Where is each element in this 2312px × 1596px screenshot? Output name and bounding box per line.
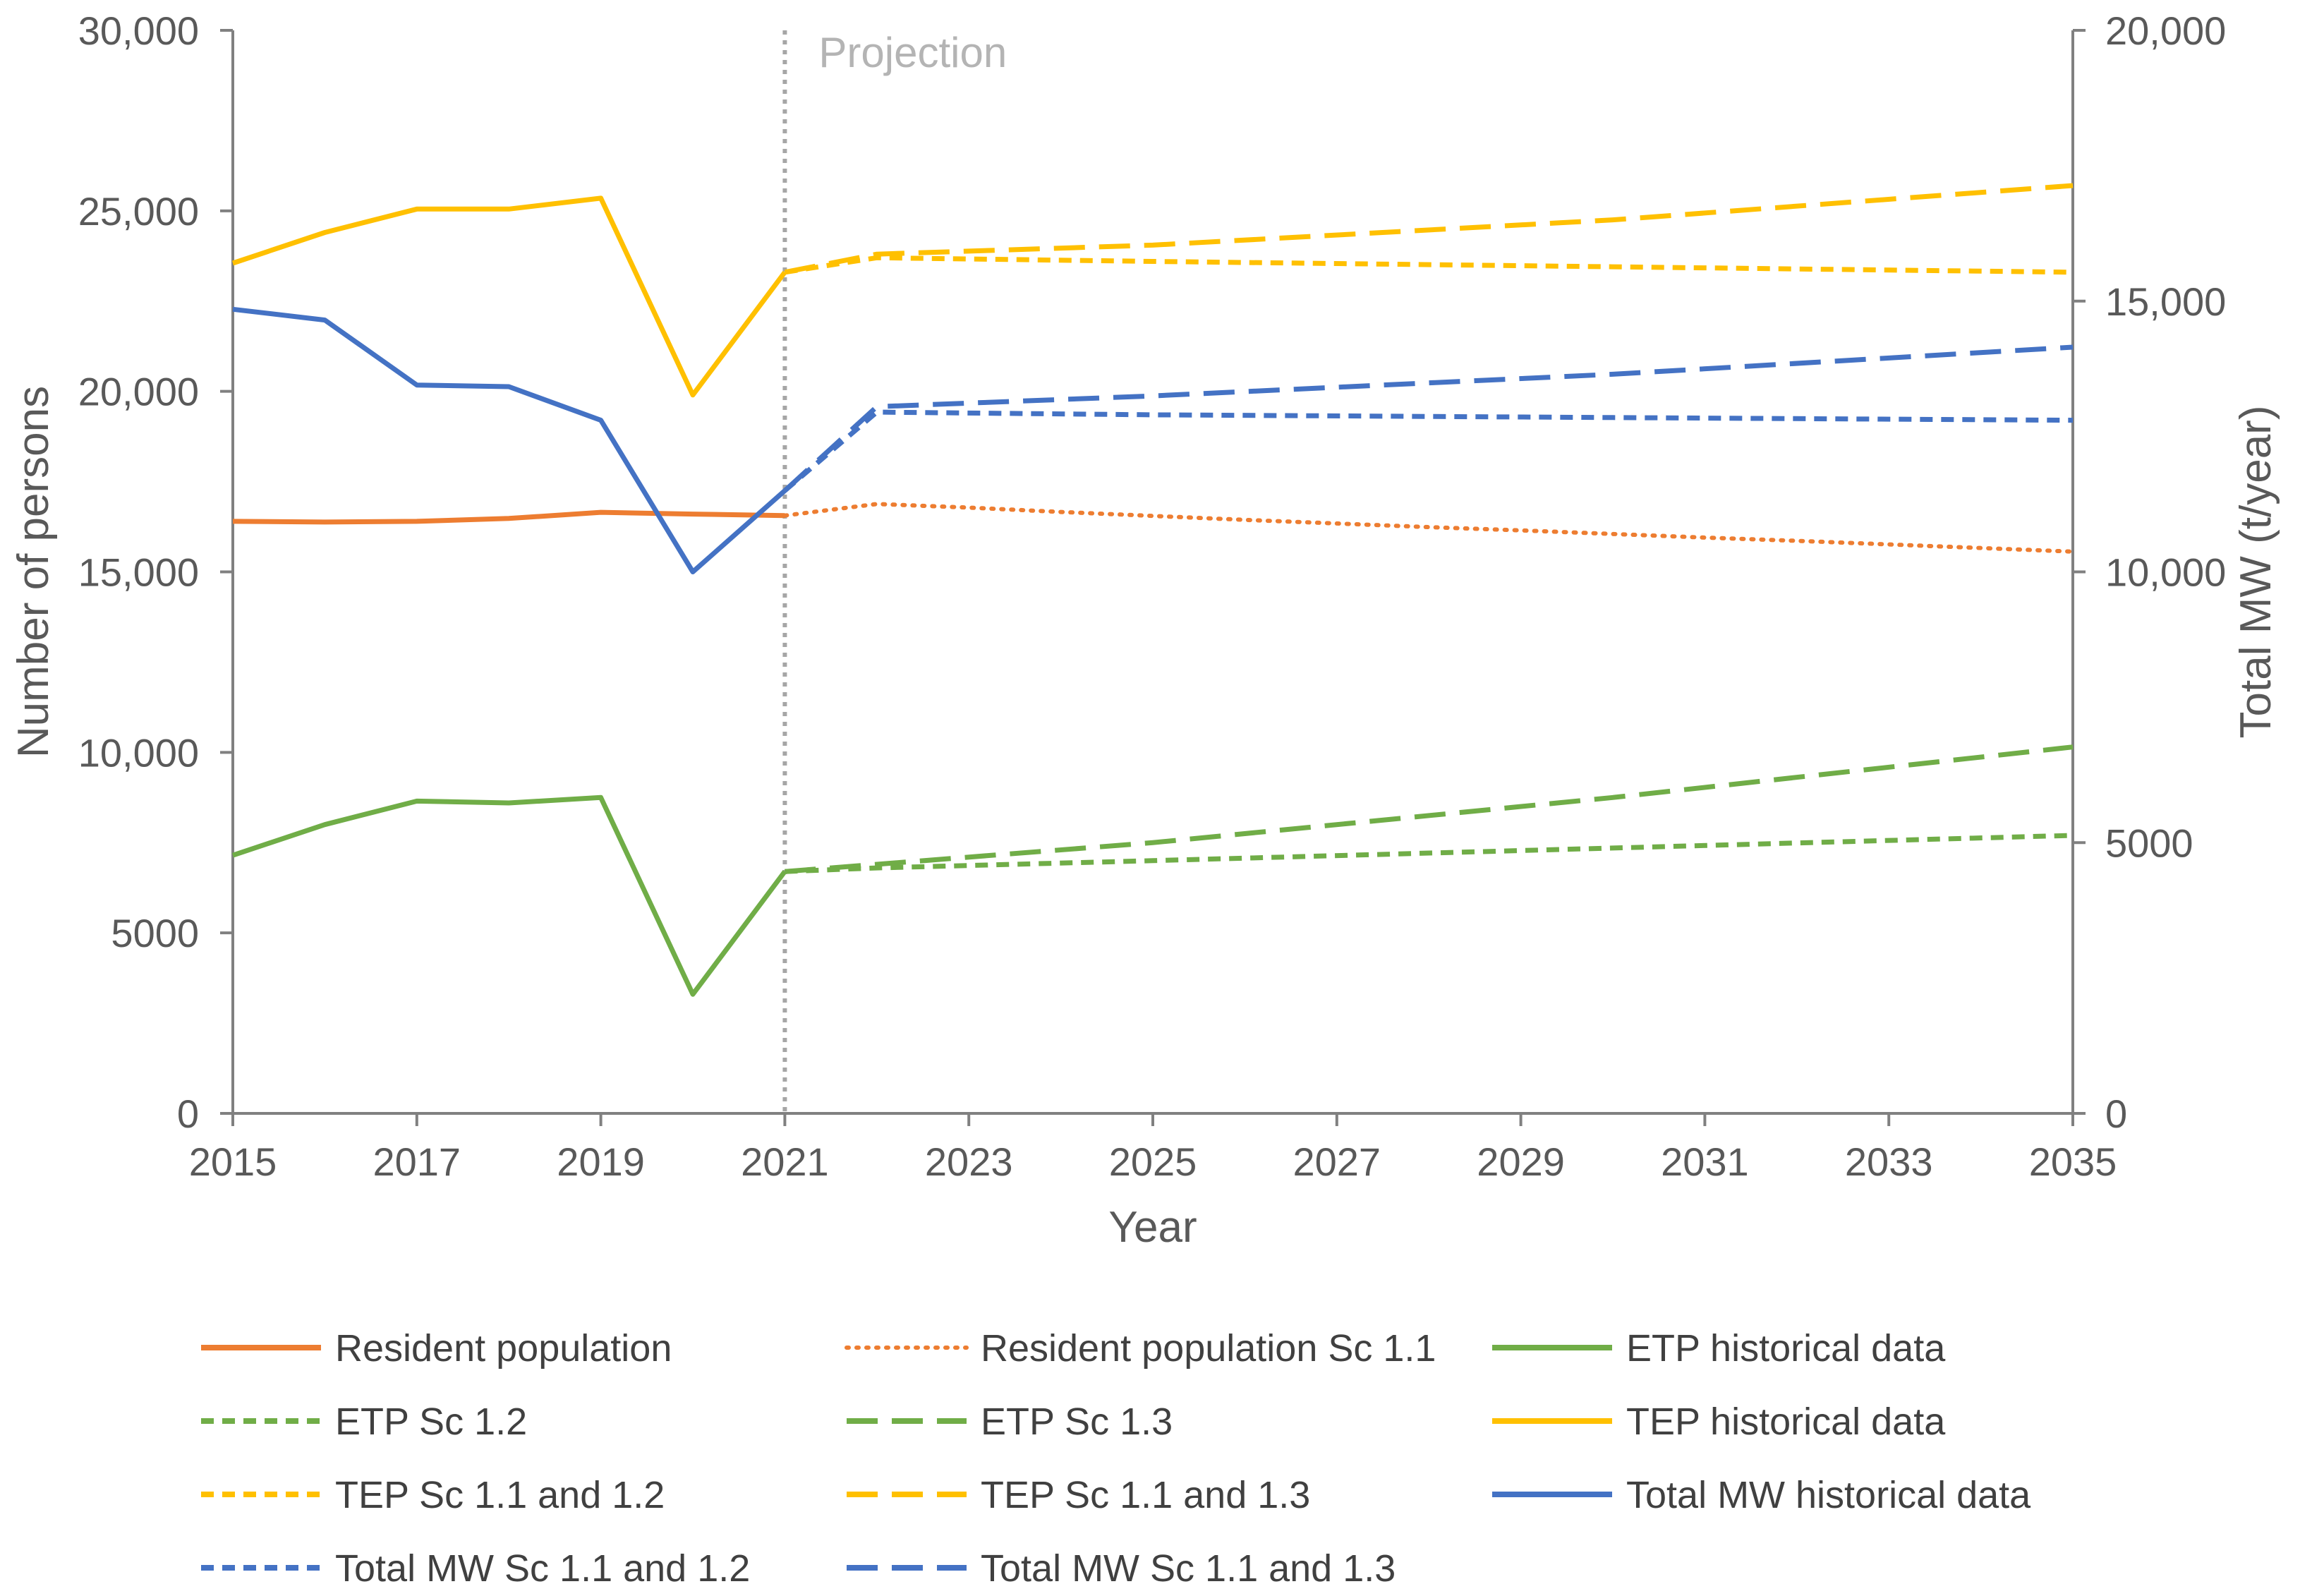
x-tick-label: 2029 — [1477, 1139, 1565, 1184]
series-line-total-mw-sc-1-1-and-1-2 — [783, 409, 2074, 493]
legend-label: Total MW Sc 1.1 and 1.2 — [335, 1547, 750, 1590]
y-tick-label: 30,000 — [78, 8, 199, 53]
y2-tick-label: 0 — [2105, 1092, 2127, 1136]
legend-label: ETP Sc 1.2 — [335, 1401, 527, 1443]
x-tick-label: 2021 — [741, 1139, 829, 1184]
tick-labels: 2015 2017 2019 2021 2023 2025 2027 2029 2031 2033… — [78, 8, 2227, 1184]
y2-tick-label: 10,000 — [2105, 550, 2226, 595]
x-tick-label: 2035 — [2029, 1139, 2117, 1184]
y-tick-label: 20,000 — [78, 370, 199, 414]
x-tick-label: 2031 — [1661, 1139, 1749, 1184]
y-tick-label: 0 — [177, 1092, 199, 1136]
y2-axis-title: Total MW (t/year) — [2232, 406, 2280, 739]
x-tick-label: 2027 — [1293, 1139, 1381, 1184]
legend-label: Total MW historical data — [1626, 1474, 2031, 1516]
legend: Resident population Resident population S… — [201, 1327, 2031, 1590]
y-axis-title: Number of persons — [9, 386, 58, 758]
series-line-total-mw-historical-data — [232, 306, 787, 574]
series-line-tep-sc-1-1-and-1-3 — [784, 183, 2074, 275]
projection-annotation: Projection — [782, 29, 1007, 1113]
y2-tick-label: 15,000 — [2105, 279, 2226, 324]
series-line-resident-population-sc-1-1 — [782, 502, 2075, 554]
y-tick-label: 5000 — [111, 911, 199, 955]
y-tick-label: 10,000 — [78, 730, 199, 775]
legend-label: Resident population — [335, 1327, 672, 1370]
projection-label: Projection — [818, 29, 1007, 76]
series-line-resident-population — [232, 509, 785, 525]
y-tick-label: 15,000 — [78, 550, 199, 595]
legend-label: TEP Sc 1.1 and 1.3 — [981, 1474, 1310, 1516]
x-tick-label: 2033 — [1845, 1139, 1933, 1184]
series-line-total-mw-sc-1-1-and-1-3 — [783, 344, 2074, 492]
x-tick-label: 2025 — [1109, 1139, 1197, 1184]
series-line-tep-sc-1-1-and-1-2 — [784, 255, 2074, 275]
x-tick-label: 2019 — [557, 1139, 645, 1184]
axes — [231, 30, 2074, 1115]
y-tick-label: 25,000 — [78, 189, 199, 234]
series-line-tep-historical-data — [231, 195, 787, 398]
legend-label: TEP historical data — [1626, 1401, 1946, 1443]
legend-label: Resident population Sc 1.1 — [981, 1327, 1436, 1370]
legend-label: ETP Sc 1.3 — [981, 1401, 1173, 1443]
x-tick-label: 2015 — [189, 1139, 277, 1184]
series-line-etp-sc-1-3 — [785, 744, 2074, 874]
x-axis-title: Year — [1108, 1203, 1197, 1252]
series-line-etp-sc-1-2 — [785, 833, 2074, 874]
y2-tick-label: 20,000 — [2105, 8, 2226, 53]
series-line-etp-historical-data — [231, 794, 787, 997]
y2-tick-label: 5000 — [2105, 821, 2193, 865]
x-tick-label: 2017 — [373, 1139, 461, 1184]
series-lines — [231, 183, 2075, 997]
legend-label: TEP Sc 1.1 and 1.2 — [335, 1474, 665, 1516]
legend-label: Total MW Sc 1.1 and 1.3 — [981, 1547, 1396, 1590]
legend-label: ETP historical data — [1626, 1327, 1946, 1370]
x-tick-label: 2023 — [925, 1139, 1013, 1184]
